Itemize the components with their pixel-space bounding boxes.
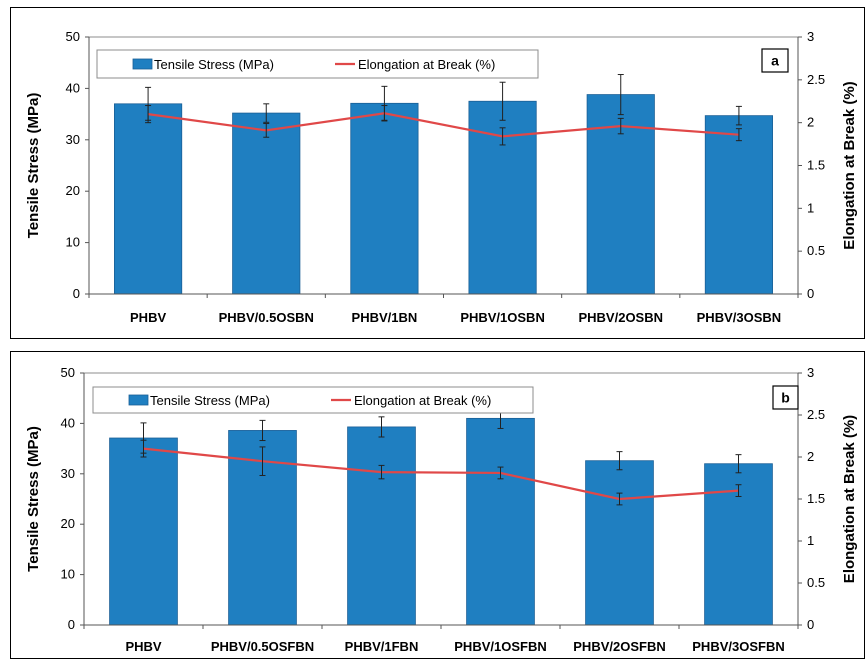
bar-error-6 [735, 105, 742, 126]
line-error-2 [259, 446, 266, 476]
legend-bar-swatch [132, 58, 153, 70]
legend-box [96, 49, 539, 79]
y-tick-label: 10 [61, 567, 75, 582]
bar-4 [466, 417, 535, 626]
legend: Tensile Stress (MPa) Elongation at Break … [92, 386, 534, 414]
y2-tick-label: 0 [807, 286, 814, 301]
bar-error-4 [499, 81, 506, 121]
y2-tick-label: 1.5 [807, 491, 825, 506]
line-error-6 [735, 484, 742, 497]
x-tick-label: PHBV/0.5OSFBN [211, 639, 314, 654]
bar-error-6 [735, 454, 742, 474]
legend-bar-label: Tensile Stress (MPa) [154, 57, 274, 72]
bar-error-5 [616, 451, 623, 471]
bar-5 [585, 460, 654, 626]
y-tick-label: 20 [61, 516, 75, 531]
y2-tick-label: 2.5 [807, 407, 825, 422]
line-error-6 [735, 128, 742, 142]
y2-axis-title: Elongation at Break (%) [841, 415, 858, 583]
y-tick-label: 0 [68, 617, 75, 632]
y2-tick-label: 2.5 [807, 72, 825, 87]
x-tick-label: PHBV/3OSBN [697, 310, 782, 325]
bar-error-2 [263, 103, 270, 123]
y2-tick-label: 0.5 [807, 243, 825, 258]
bar-error-5 [617, 74, 624, 116]
x-tick-label: PHBV/0.5OSBN [219, 310, 314, 325]
y-tick-label: 0 [73, 286, 80, 301]
y-tick-label: 10 [66, 235, 80, 250]
y2-tick-label: 1 [807, 533, 814, 548]
y2-tick-label: 2 [807, 115, 814, 130]
x-tick-label: PHBV [125, 639, 161, 654]
y-tick-label: 40 [66, 80, 80, 95]
x-tick-label: PHBV/1OSBN [460, 310, 545, 325]
y2-tick-label: 3 [807, 29, 814, 44]
y2-tick-label: 0 [807, 617, 814, 632]
panel-label-box [772, 385, 799, 410]
legend-line-label: Elongation at Break (%) [358, 57, 495, 72]
x-tick-label: PHBV/2OSFBN [573, 639, 665, 654]
y2-axis-title: Elongation at Break (%) [841, 81, 858, 249]
chart-panel-a: 0 10 20 30 40 50 0 0.5 1 1.5 2 2.5 3 PHBV PHBV/0.5OSBN… [10, 7, 865, 339]
chart-a-svg: 0 10 20 30 40 50 0 0.5 1 1.5 2 2.5 3 PHBV PHBV/0.5OSBN… [10, 7, 865, 339]
panel-label: a [761, 48, 789, 73]
y2-tick-label: 1.5 [807, 158, 825, 173]
line-error-3 [381, 105, 388, 122]
x-tick-label: PHBV/2OSBN [578, 310, 663, 325]
y2-tick-label: 3 [807, 365, 814, 380]
legend-line-label: Elongation at Break (%) [354, 393, 491, 408]
bar-error-3 [378, 416, 385, 438]
bar-1 [114, 103, 183, 295]
line-error-2 [263, 123, 270, 138]
y-axis-title: Tensile Stress (MPa) [25, 93, 42, 239]
chart-b-svg: 0 10 20 30 40 50 0 0.5 1 1.5 2 2.5 3 PHBV PHBV/0.5OSFB… [10, 351, 865, 659]
y-tick-label: 50 [66, 29, 80, 44]
line-error-5 [617, 117, 624, 135]
legend-box [92, 386, 534, 414]
bar-error-2 [259, 419, 266, 442]
elongation-line [147, 112, 739, 138]
x-tick-label: PHBV/1FBN [345, 639, 419, 654]
line-error-5 [616, 492, 623, 506]
legend: Tensile Stress (MPa) Elongation at Break … [96, 49, 539, 79]
bar-3 [350, 102, 419, 295]
chart-panel-b: 0 10 20 30 40 50 0 0.5 1 1.5 2 2.5 3 PHBV PHBV/0.5OSFB… [10, 351, 865, 659]
y-axis-title: Tensile Stress (MPa) [25, 426, 42, 572]
y2-tick-label: 0.5 [807, 575, 825, 590]
x-tick-label: PHBV/3OSFBN [692, 639, 784, 654]
bar-2 [232, 112, 301, 295]
legend-bar-swatch [128, 394, 149, 406]
x-tick-label: PHBV/1BN [352, 310, 418, 325]
bar-6 [704, 115, 773, 295]
y-tick-label: 30 [66, 132, 80, 147]
line-error-1 [140, 439, 147, 458]
panel-label-box [761, 48, 789, 73]
y-tick-label: 40 [61, 415, 75, 430]
panel-label-text: a [771, 53, 779, 69]
y-tick-label: 50 [61, 365, 75, 380]
legend-bar-label: Tensile Stress (MPa) [150, 393, 270, 408]
y-tick-label: 30 [61, 466, 75, 481]
line-error-4 [497, 466, 504, 480]
y-tick-label: 20 [66, 183, 80, 198]
elongation-line [143, 447, 739, 501]
x-tick-label: PHBV/1OSFBN [454, 639, 546, 654]
bar-1 [109, 437, 178, 626]
panel-label: b [772, 385, 799, 410]
y2-tick-label: 1 [807, 200, 814, 215]
bar-3 [347, 426, 416, 626]
line-error-4 [499, 127, 506, 146]
panel-label-text: b [781, 390, 790, 406]
x-tick-label: PHBV [130, 310, 166, 325]
line-error-1 [145, 105, 152, 124]
y2-tick-label: 2 [807, 449, 814, 464]
line-error-3 [378, 464, 385, 480]
